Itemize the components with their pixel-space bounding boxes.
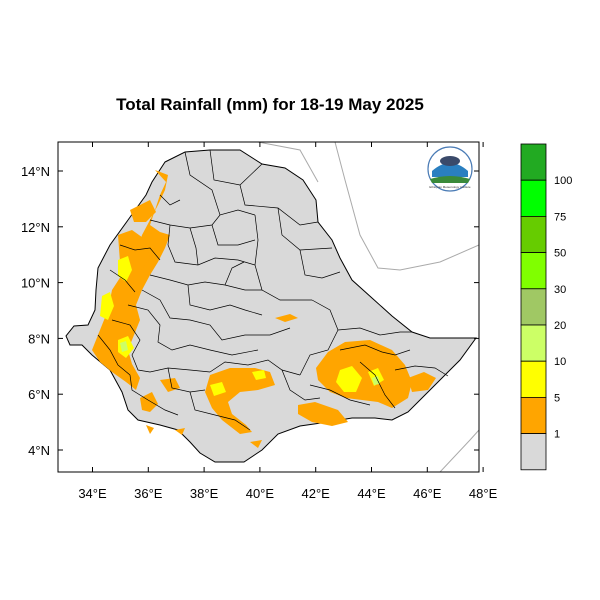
legend-label: 20 xyxy=(554,320,566,332)
rain-yellow-central-b xyxy=(252,370,266,380)
rain-orange-east-b xyxy=(408,372,436,392)
neighbor-border xyxy=(334,142,479,271)
rain-lightgreen-east xyxy=(372,376,380,385)
lat-tick-label: 6°N xyxy=(28,387,50,402)
legend-swatch xyxy=(520,288,547,326)
lon-tick-label: 36°E xyxy=(134,486,163,501)
lat-tick-label: 14°N xyxy=(21,164,50,179)
map-title: Total Rainfall (mm) for 18-19 May 2025 xyxy=(116,95,424,114)
rain-yellow-west-b xyxy=(100,292,114,320)
admin-boundaries xyxy=(97,149,449,431)
map-frame xyxy=(57,141,480,473)
legend-swatch xyxy=(520,179,547,217)
rain-orange-nw xyxy=(130,200,156,222)
rainfall-overlay xyxy=(92,170,436,448)
longitude-axis: 34°E 36°E 38°E 40°E 42°E 44°E 46°E 48°E xyxy=(78,142,498,501)
neighbor-border xyxy=(439,429,479,472)
legend-label: 50 xyxy=(554,248,566,260)
lon-tick-label: 44°E xyxy=(357,486,386,501)
neighbor-border xyxy=(257,142,319,183)
legend-swatch xyxy=(520,396,547,434)
latitude-axis: 14°N 12°N 10°N 8°N 6°N 4°N xyxy=(21,164,479,458)
legend-label: 100 xyxy=(554,175,572,187)
rain-yellow-west xyxy=(118,256,132,282)
rain-orange-east xyxy=(316,340,412,408)
logo-text: Ethiopian Meteorology Institute xyxy=(429,185,471,189)
legend-label: 10 xyxy=(554,356,566,368)
rain-yellow-east xyxy=(336,366,362,392)
legend-swatch xyxy=(520,143,547,181)
legend-swatch xyxy=(520,324,547,362)
lat-tick-label: 8°N xyxy=(28,331,50,346)
legend-label: 30 xyxy=(554,284,566,296)
legend-label: 75 xyxy=(554,211,566,223)
rain-orange-speck2 xyxy=(250,440,262,448)
rain-orange-south-west2 xyxy=(146,425,154,434)
rain-orange-south-west xyxy=(140,392,158,412)
color-legend: 100 75 50 30 20 10 5 1 xyxy=(520,143,572,471)
lon-tick-label: 48°E xyxy=(469,486,498,501)
legend-swatch xyxy=(520,252,547,290)
legend-swatch xyxy=(520,360,547,398)
institute-logo: Ethiopian Meteorology Institute xyxy=(427,146,473,192)
lat-tick-label: 10°N xyxy=(21,276,50,291)
lat-tick-label: 4°N xyxy=(28,443,50,458)
lon-tick-label: 34°E xyxy=(78,486,107,501)
legend-swatch xyxy=(520,433,547,471)
rain-orange-southeast xyxy=(298,402,348,426)
rain-yellow-central xyxy=(210,382,226,396)
rain-lightgreen-west xyxy=(120,341,128,352)
rain-orange-speck1 xyxy=(275,314,298,322)
lon-tick-label: 46°E xyxy=(413,486,442,501)
legend-swatch xyxy=(520,215,547,253)
rain-orange-speck3 xyxy=(175,428,185,435)
lat-tick-label: 12°N xyxy=(21,220,50,235)
rain-orange-west xyxy=(92,170,170,390)
legend-label: 1 xyxy=(554,429,560,441)
lon-tick-label: 40°E xyxy=(246,486,275,501)
lon-tick-label: 38°E xyxy=(190,486,219,501)
lon-tick-label: 42°E xyxy=(302,486,331,501)
legend-label: 5 xyxy=(554,392,560,404)
